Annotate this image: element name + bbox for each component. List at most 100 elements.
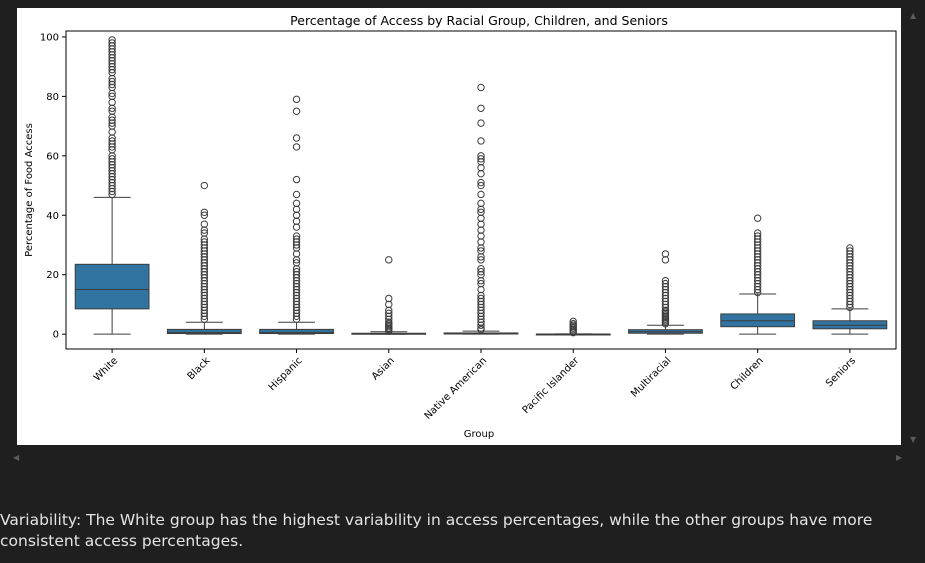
outlier-point-white: [108, 137, 116, 145]
outlier-point-black: [200, 211, 209, 219]
outlier-point-hispanic: [292, 217, 301, 225]
outlier-point-native-american: [477, 238, 485, 246]
outlier-point-black: [200, 181, 209, 190]
y-axis-label: Percentage of Food Access: [24, 123, 35, 257]
x-tick-label-pacific-islander: Pacific Islander: [521, 355, 582, 416]
outlier-point-white: [108, 116, 116, 124]
outlier-point-white: [108, 98, 116, 107]
outlier-point-children: [753, 214, 762, 222]
x-tick-label-children: Children: [729, 355, 766, 392]
vertical-scrollbar[interactable]: [904, 8, 925, 445]
outlier-point-native-american: [477, 268, 485, 276]
outlier-point-native-american: [477, 208, 485, 216]
outlier-point-black: [200, 229, 209, 237]
outlier-point-native-american: [477, 285, 485, 294]
outlier-point-hispanic: [292, 199, 301, 208]
outlier-point-asian: [385, 300, 393, 309]
outlier-point-white: [108, 128, 116, 136]
x-tick-label-hispanic: Hispanic: [267, 355, 305, 393]
outlier-point-hispanic: [292, 134, 301, 142]
outlier-point-white: [108, 77, 116, 86]
y-tick-label: 100: [40, 32, 59, 43]
outlier-point-hispanic: [292, 232, 301, 240]
outlier-point-native-american: [477, 220, 485, 228]
y-tick-label: 40: [46, 211, 59, 222]
outlier-point-native-american: [477, 155, 485, 163]
outlier-point-hispanic: [292, 235, 301, 243]
outlier-point-native-american: [477, 265, 485, 273]
scroll-up-icon[interactable]: ▲: [910, 11, 917, 20]
scroll-down-icon[interactable]: ▼: [910, 435, 917, 444]
outlier-point-native-american: [477, 279, 485, 288]
y-tick-label: 20: [46, 270, 59, 281]
outlier-point-native-american: [477, 164, 485, 172]
x-tick-label-native-american: Native American: [423, 355, 490, 422]
x-tick-label-multiracial: Multiracial: [629, 355, 673, 399]
outlier-point-hispanic: [292, 250, 301, 258]
outlier-point-white: [108, 36, 116, 44]
outlier-point-black: [200, 208, 209, 216]
outlier-point-multiracial: [661, 276, 670, 285]
outlier-point-native-american: [477, 119, 485, 127]
outlier-point-hispanic: [292, 223, 301, 231]
outlier-point-white: [108, 39, 116, 47]
outlier-point-asian: [385, 309, 393, 318]
outlier-point-asian: [385, 294, 393, 303]
chart-figure: Percentage of Access by Racial Group, Ch…: [17, 8, 901, 445]
outlier-point-hispanic: [292, 211, 301, 219]
outlier-point-native-american: [477, 169, 485, 178]
outlier-point-hispanic: [292, 143, 301, 151]
outlier-point-children: [753, 232, 762, 240]
outlier-point-native-american: [477, 226, 485, 234]
x-tick-label-seniors: Seniors: [824, 355, 858, 389]
y-tick-label: 0: [53, 330, 59, 341]
outlier-point-native-american: [477, 137, 485, 145]
outlier-point-asian: [385, 256, 393, 264]
outlier-point-native-american: [477, 232, 485, 240]
outlier-point-seniors: [846, 247, 854, 255]
outlier-point-native-american: [477, 214, 485, 222]
outlier-point-native-american: [477, 104, 485, 112]
outlier-point-native-american: [477, 181, 485, 190]
outlier-point-native-american: [477, 294, 485, 303]
outlier-point-hispanic: [292, 259, 301, 267]
outlier-point-native-american: [477, 247, 485, 255]
x-axis-label: Group: [464, 429, 494, 440]
plot-area: 0 20 40 60 80 100 White Black Hispanic Asian Nativ…: [40, 30, 897, 422]
y-tick-label: 80: [46, 92, 59, 103]
outlier-point-pacific-islander: [569, 317, 577, 326]
outlier-point-multiracial: [661, 250, 670, 258]
x-tick-label-white: White: [92, 355, 120, 383]
outlier-point-hispanic: [292, 95, 301, 104]
outlier-point-white: [108, 107, 116, 115]
scroll-right-icon[interactable]: ▶: [896, 453, 903, 462]
outlier-point-native-american: [477, 178, 485, 187]
outlier-point-hispanic: [292, 107, 301, 115]
outlier-point-seniors: [846, 244, 854, 252]
outlier-point-white: [108, 92, 116, 101]
outlier-point-white: [108, 155, 116, 163]
scroll-left-icon[interactable]: ◀: [13, 453, 20, 462]
outlier-point-native-american: [477, 152, 485, 160]
outlier-point-children: [753, 229, 762, 237]
analysis-caption: Variability: The White group has the hig…: [0, 511, 873, 550]
outlier-point-black: [200, 238, 209, 246]
box-plot-chart: Percentage of Access by Racial Group, Ch…: [24, 13, 897, 440]
outlier-point-hispanic: [292, 175, 301, 184]
outlier-point-native-american: [477, 256, 485, 264]
outlier-point-pacific-islander: [569, 320, 577, 328]
x-tick-label-asian: Asian: [370, 355, 397, 382]
outlier-point-native-american: [477, 190, 485, 199]
outlier-point-hispanic: [292, 268, 301, 276]
y-tick-label: 60: [46, 151, 59, 162]
outlier-point-multiracial: [661, 256, 670, 264]
box-hispanic: [259, 328, 334, 335]
x-tick-label-black: Black: [186, 355, 213, 382]
box-black: [166, 328, 242, 335]
chart-title: Percentage of Access by Racial Group, Ch…: [290, 13, 668, 28]
outlier-point-native-american: [477, 83, 485, 92]
outlier-point-multiracial: [661, 279, 670, 288]
outlier-point-hispanic: [292, 205, 301, 214]
box-white: [74, 263, 150, 310]
outlier-point-black: [200, 220, 209, 228]
